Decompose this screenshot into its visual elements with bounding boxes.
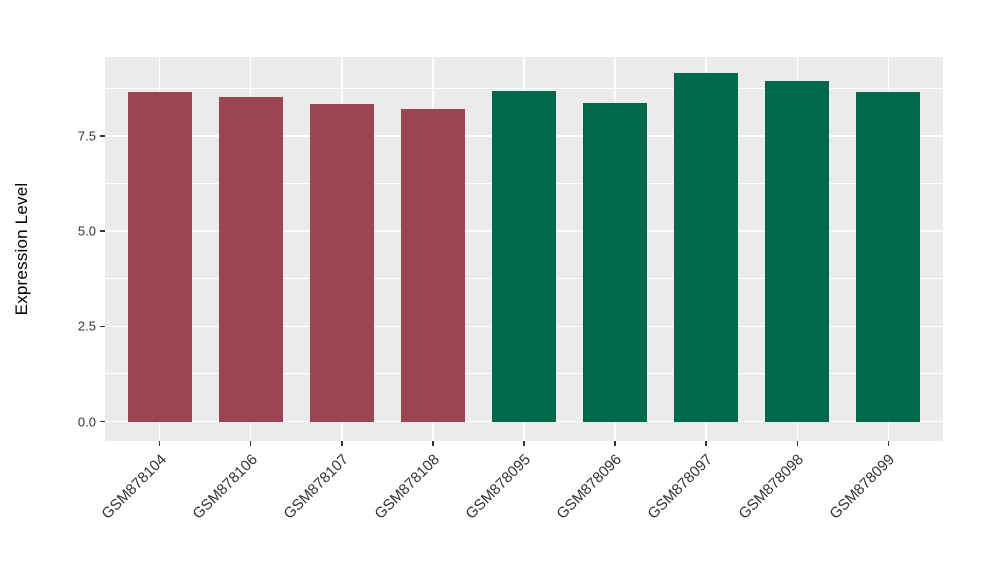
x-tick-mark [705, 441, 707, 446]
x-tick-label: GSM878099 [826, 451, 899, 523]
x-tick-label: GSM878108 [371, 451, 443, 523]
bar-gsm878099 [856, 91, 921, 422]
y-tick-mark [100, 135, 105, 137]
y-tick-label: 5.0 [77, 223, 96, 239]
bar-gsm878108 [401, 109, 465, 422]
y-tick-mark [100, 230, 105, 232]
y-tick-label: 2.5 [77, 318, 96, 334]
y-tick-label: 0.0 [77, 414, 96, 430]
y-axis-title: Expression Level [12, 182, 31, 316]
x-tick-mark [249, 441, 252, 446]
x-tick-label: GSM878106 [189, 451, 261, 523]
x-tick-label: GSM878104 [98, 451, 170, 523]
y-tick-label: 7.5 [77, 128, 96, 144]
x-tick-label: GSM878097 [644, 451, 717, 523]
x-tick-label: GSM878095 [462, 451, 535, 523]
y-tick-mark [100, 325, 105, 328]
x-tick-mark [523, 441, 525, 446]
x-tick-mark [887, 441, 890, 446]
bar-gsm878104 [127, 92, 192, 422]
bar-gsm878106 [218, 96, 283, 422]
bar-gsm878097 [674, 73, 739, 422]
x-tick-mark [432, 441, 434, 446]
bar-gsm878107 [309, 104, 374, 422]
x-tick-mark [614, 441, 616, 446]
y-tick-mark [100, 420, 105, 423]
x-tick-mark [796, 441, 798, 446]
x-tick-label: GSM878098 [735, 451, 808, 523]
bar-gsm878095 [492, 90, 556, 422]
bar-gsm878098 [765, 81, 830, 422]
x-tick-label: GSM878107 [280, 451, 352, 523]
x-tick-mark [158, 441, 161, 446]
bar-gsm878096 [583, 103, 647, 422]
x-tick-mark [341, 441, 343, 446]
x-tick-label: GSM878096 [553, 451, 626, 523]
